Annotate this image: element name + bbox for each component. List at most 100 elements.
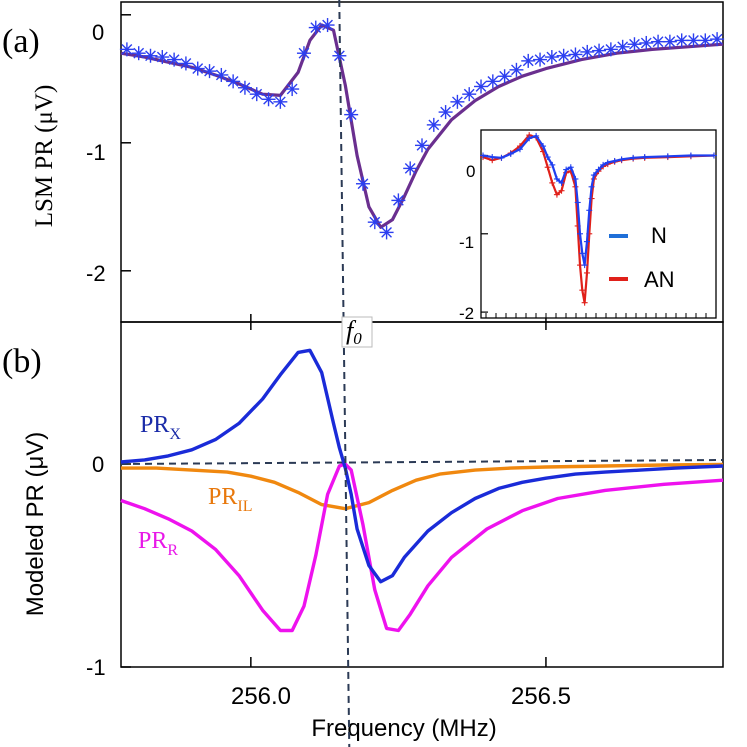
inset-point-n: [611, 157, 618, 164]
data-point: [615, 39, 630, 54]
panel-b-ylabel: Modeled PR (μV): [22, 432, 49, 617]
panel-b-xlabel: Frequency (MHz): [311, 715, 496, 742]
inset-legend: N AN: [609, 223, 675, 292]
data-point: [662, 34, 677, 49]
panel-a-ytick: -2: [86, 261, 106, 286]
f0-label-box: f0: [341, 316, 373, 348]
zero-reference-line: [120, 459, 724, 465]
inset-point-n: [544, 154, 551, 161]
inset-point-n: [600, 161, 607, 168]
data-point: [131, 46, 146, 61]
data-point: [285, 82, 300, 97]
data-point: [521, 53, 536, 68]
data-point: [509, 62, 524, 77]
inset-ytick: -1: [459, 233, 474, 252]
inset-ytick: -2: [459, 304, 474, 323]
data-point: [580, 44, 595, 59]
series-pr-r: [120, 462, 724, 633]
label-pril-main: PR: [208, 484, 237, 510]
inset-frame: [480, 129, 717, 319]
data-point: [533, 52, 548, 67]
data-point: [344, 107, 359, 122]
data-point: [438, 105, 453, 120]
inset-point-n: [588, 183, 595, 190]
data-point: [556, 48, 571, 63]
f0-label: f0: [346, 316, 362, 348]
inset-point-n: [549, 161, 556, 168]
data-point: [202, 64, 217, 79]
panel-a-label: (a): [2, 23, 40, 60]
inset-point-n: [577, 230, 584, 237]
inset-point-n: [533, 132, 540, 139]
data-point: [308, 20, 323, 35]
f0-label-sub: 0: [353, 329, 362, 348]
panel-a-ytick: 0: [92, 20, 104, 45]
data-point: [710, 32, 725, 47]
data-point: [686, 33, 701, 48]
inset-point-n: [563, 166, 570, 173]
data-point: [237, 80, 252, 95]
inset-point-an: [558, 187, 565, 194]
inset-point-an: [553, 191, 560, 198]
data-point: [226, 74, 241, 89]
panel-b-ytick: -1: [86, 655, 106, 680]
data-point: [415, 138, 429, 153]
data-point: [450, 94, 465, 109]
data-point: [403, 161, 418, 176]
inset-point-n: [489, 154, 496, 161]
data-point: [497, 69, 512, 84]
label-prx-main: PR: [140, 412, 169, 438]
data-point: [592, 43, 607, 58]
inset-point-n: [711, 152, 717, 159]
data-point: [155, 50, 170, 65]
inset-point-n: [604, 159, 611, 166]
data-point: [462, 87, 477, 102]
label-prr-sub: R: [167, 542, 178, 559]
data-point: [167, 52, 182, 67]
inset-point-an: [579, 287, 586, 294]
inset-point-n: [583, 238, 590, 245]
data-point: [485, 74, 500, 89]
data-point: [273, 94, 288, 109]
inset-point-n: [579, 250, 586, 257]
inset-point-n: [595, 166, 602, 173]
data-point: [355, 176, 370, 191]
inset-point-n: [526, 135, 533, 142]
data-point: [214, 67, 229, 82]
panel-a-ylabel: LSM PR (μV): [31, 85, 58, 228]
label-prr-main: PR: [138, 528, 167, 554]
inset-point-n: [586, 207, 593, 214]
data-point: [698, 33, 713, 48]
series-pr-x: [120, 348, 724, 584]
panel-b-label: (b): [2, 343, 42, 380]
inset-point-n: [558, 179, 565, 186]
inset-point-n: [480, 152, 486, 159]
panel-b-xtick: 256.5: [511, 683, 571, 710]
inset-plot: [480, 132, 717, 306]
f0-label-text: f: [346, 316, 357, 345]
inset-point-n: [581, 262, 588, 269]
inset-point-an: [583, 269, 590, 276]
label-pril-sub: IL: [237, 498, 252, 515]
data-point: [627, 37, 642, 52]
data-point: [379, 225, 394, 240]
f0-marker-line: [338, 0, 351, 747]
label-prr: PRR: [138, 528, 178, 559]
data-point: [426, 117, 441, 132]
panel-b-frame: [120, 321, 724, 668]
inset-point-n: [516, 146, 523, 153]
series-pr-il: [121, 462, 724, 511]
data-point: [568, 47, 583, 62]
data-point: [367, 215, 382, 230]
data-point: [143, 48, 158, 63]
inset-point-n: [618, 156, 625, 163]
panel-a-ytick: -1: [86, 140, 106, 165]
inset-point-n: [641, 154, 648, 161]
inset-ytick: 0: [466, 162, 475, 181]
inset-point-n: [540, 143, 547, 150]
inset-point-n: [590, 172, 597, 179]
data-point: [474, 79, 489, 94]
f0-box: [341, 316, 373, 348]
inset-point-n: [687, 152, 694, 159]
panel-b-plot: [120, 348, 724, 633]
